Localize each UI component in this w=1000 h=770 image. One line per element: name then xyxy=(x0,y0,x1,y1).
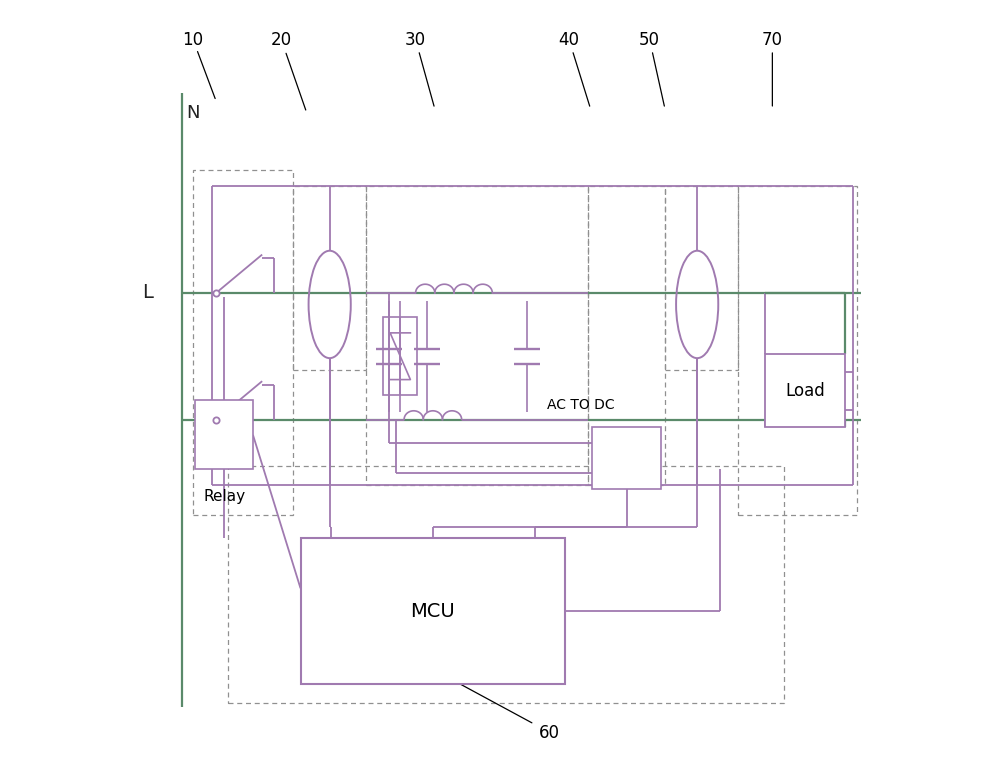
Text: 70: 70 xyxy=(762,31,783,49)
Bar xyxy=(228,466,784,704)
Bar xyxy=(301,538,565,685)
Text: AC TO DC: AC TO DC xyxy=(547,398,614,412)
Bar xyxy=(588,186,665,485)
Text: N: N xyxy=(186,104,200,122)
Bar xyxy=(193,170,293,515)
Text: 40: 40 xyxy=(559,31,580,49)
Bar xyxy=(195,400,253,470)
Bar xyxy=(592,427,661,489)
Text: Load: Load xyxy=(785,382,825,400)
Bar xyxy=(765,354,845,427)
Text: 30: 30 xyxy=(405,31,426,49)
Text: MCU: MCU xyxy=(410,602,455,621)
Bar xyxy=(293,186,366,370)
Text: 20: 20 xyxy=(271,31,292,49)
Bar xyxy=(366,186,588,485)
Bar xyxy=(738,186,857,515)
Text: L: L xyxy=(142,283,153,303)
Text: 60: 60 xyxy=(539,724,560,742)
Bar xyxy=(383,317,417,395)
Text: 10: 10 xyxy=(183,31,204,49)
Bar xyxy=(665,186,738,370)
Text: 50: 50 xyxy=(639,31,660,49)
Text: Relay: Relay xyxy=(203,489,245,504)
